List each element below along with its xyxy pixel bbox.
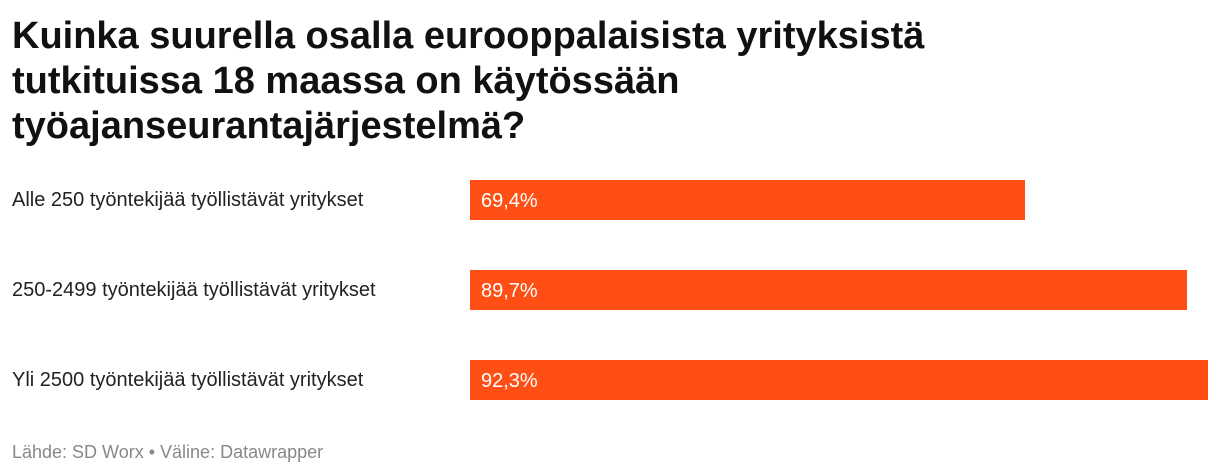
- source-footer: Lähde: SD Worx • Väline: Datawrapper: [12, 442, 324, 462]
- bar-row: Alle 250 työntekijää työllistävät yrityk…: [0, 180, 1220, 220]
- bar: [470, 180, 1025, 220]
- value-label: 89,7%: [481, 280, 538, 302]
- value-label: 69,4%: [481, 190, 538, 212]
- category-label: 250-2499 työntekijää työllistävät yrityk…: [12, 279, 376, 301]
- category-label: Alle 250 työntekijää työllistävät yrityk…: [12, 189, 364, 211]
- value-label: 92,3%: [481, 370, 538, 392]
- bar-row: Yli 2500 työntekijää työllistävät yrityk…: [0, 360, 1220, 400]
- category-label: Yli 2500 työntekijää työllistävät yrityk…: [12, 369, 364, 391]
- bar: [470, 360, 1208, 400]
- chart-title: Kuinka suurella osalla eurooppalaisista …: [12, 15, 925, 147]
- bar: [470, 270, 1188, 310]
- bar-row: 250-2499 työntekijää työllistävät yrityk…: [0, 270, 1220, 310]
